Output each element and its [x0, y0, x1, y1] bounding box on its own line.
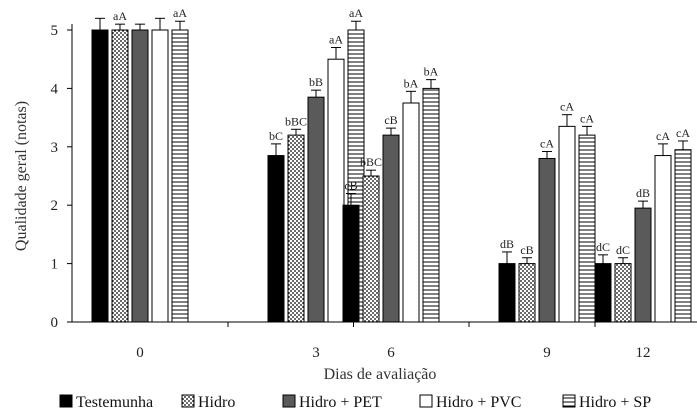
bar-hidro-sp-day-0 — [171, 29, 189, 323]
significance-label: bC — [269, 129, 283, 143]
bar-hidro-pet-day-12 — [634, 207, 652, 323]
bar-hidro-sp-day-6 — [422, 87, 440, 323]
bar-testemunha-day-0 — [91, 29, 109, 323]
significance-label: bBC — [285, 114, 307, 128]
significance-label: cA — [656, 129, 670, 143]
x-tick-label: 6 — [387, 345, 395, 361]
bar-hidro-day-0 — [111, 29, 129, 323]
significance-label: aA — [349, 6, 363, 20]
y-tick-label: 1 — [51, 257, 59, 273]
legend-swatch — [59, 394, 73, 408]
y-tick-label: 4 — [51, 81, 59, 97]
y-tick-label: 3 — [51, 140, 59, 156]
bar-hidro-pet-day-3 — [307, 96, 325, 323]
significance-label: aA — [329, 33, 343, 47]
significance-label: aA — [173, 6, 187, 20]
bar-testemunha-day-9 — [498, 263, 516, 323]
y-tick-label: 2 — [51, 198, 59, 214]
significance-label: cA — [580, 111, 594, 125]
significance-label: bA — [424, 65, 439, 79]
bar-hidro-pet-day-6 — [382, 134, 400, 323]
legend-swatch — [562, 394, 576, 408]
significance-label: cB — [344, 179, 357, 193]
bar-hidro-day-3 — [287, 134, 305, 323]
legend-swatch — [181, 394, 195, 408]
legend-label: Hidro + PVC — [436, 394, 521, 411]
significance-label: cA — [560, 100, 574, 114]
significance-label: aA — [113, 9, 127, 23]
bar-hidro-pvc-day-12 — [654, 155, 672, 323]
significance-label: cB — [520, 243, 533, 257]
bar-hidro-day-6 — [362, 175, 380, 323]
legend-label: Hidro + PET — [299, 394, 382, 411]
bar-hidro-sp-day-12 — [674, 149, 692, 323]
significance-label: bB — [309, 75, 323, 89]
y-axis-title: Qualidade geral (notas) — [13, 101, 30, 251]
significance-label: cA — [676, 126, 690, 140]
legend-label: Hidro — [198, 394, 235, 411]
y-tick-label: 5 — [51, 23, 59, 39]
significance-label: dB — [500, 237, 514, 251]
bar-testemunha-day-6 — [342, 204, 360, 323]
bar-hidro-pvc-day-0 — [151, 29, 169, 323]
bar-hidro-pvc-day-9 — [558, 125, 576, 323]
bar-hidro-day-12 — [614, 263, 632, 323]
bars — [91, 17, 692, 323]
significance-label: dB — [636, 186, 650, 200]
x-tick-label: 9 — [543, 345, 551, 361]
legend-swatch — [419, 394, 433, 408]
significance-label: cB — [384, 113, 397, 127]
bar-testemunha-day-12 — [594, 263, 612, 323]
bar-hidro-pvc-day-6 — [402, 102, 420, 323]
significance-label: bA — [404, 76, 419, 90]
bar-hidro-pet-day-0 — [131, 29, 149, 323]
significance-label: bBC — [360, 155, 382, 169]
x-tick-label: 0 — [136, 345, 144, 361]
legend: Testemunha Hidro Hidro + PET Hidro + PVC Hid… — [59, 394, 651, 411]
legend-label: Testemunha — [76, 394, 153, 411]
significance-label: dC — [616, 243, 630, 257]
legend-swatch — [282, 394, 296, 408]
legend-label: Hidro + SP — [579, 394, 651, 411]
x-tick-label: 12 — [636, 345, 651, 361]
bar-hidro-sp-day-9 — [578, 134, 596, 323]
bar-testemunha-day-3 — [267, 155, 285, 323]
bar-hidro-pet-day-9 — [538, 157, 556, 323]
y-tick-label: 0 — [51, 315, 59, 331]
significance-label: dC — [596, 240, 610, 254]
significance-label: cA — [540, 136, 554, 150]
bar-hidro-pvc-day-3 — [327, 58, 345, 323]
x-tick-label: 3 — [312, 345, 320, 361]
bar-hidro-day-9 — [518, 263, 536, 323]
x-axis-title: Dias de avaliação — [324, 366, 437, 383]
